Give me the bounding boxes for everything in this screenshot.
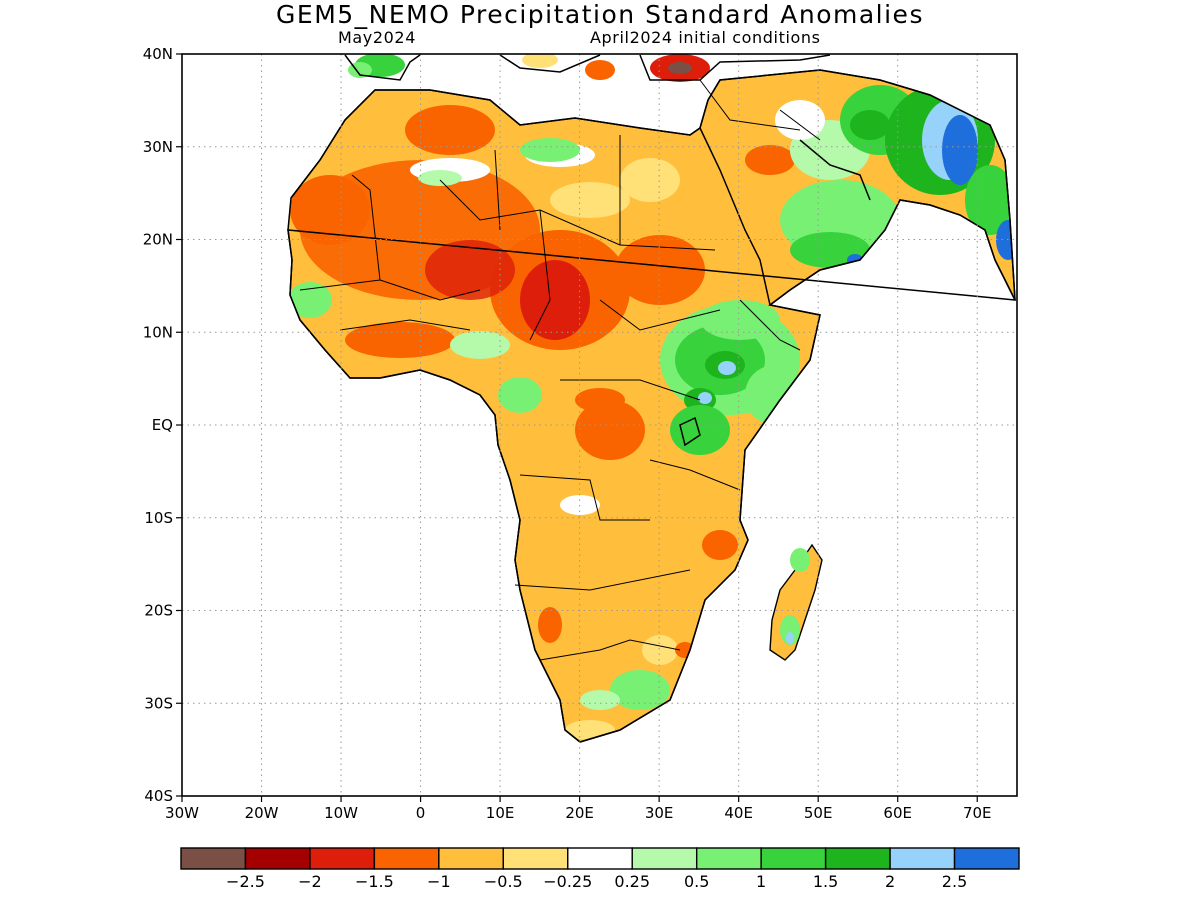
chart-title: GEM5_NEMO Precipitation Standard Anomali…	[276, 0, 924, 29]
lat-tick-label: 20N	[143, 231, 173, 249]
colorbar-label: 2	[885, 872, 895, 891]
colorbar-swatch	[760, 847, 827, 870]
colorbar-label: −0.5	[484, 872, 523, 891]
lat-tick-label: 10N	[143, 323, 173, 341]
colorbar-swatch	[631, 847, 698, 870]
colorbar-swatch	[695, 847, 762, 870]
colorbar-label: −1.5	[355, 872, 394, 891]
colorbar-label: 1.5	[813, 872, 838, 891]
coastlines	[287, 54, 1017, 743]
lat-tick-label: EQ	[152, 416, 173, 434]
lon-tick-label: 30E	[645, 804, 674, 822]
lon-tick-label: 60E	[883, 804, 912, 822]
colorbar-swatch	[567, 847, 633, 870]
lon-tick-label: 70E	[963, 804, 992, 822]
colorbar-label: 0.25	[614, 872, 650, 891]
forecast-month-label: May2024	[338, 28, 416, 47]
colorbar: −2.5 −2 −1.5 −1 −0.5 −0.25 0.25 0.5 1 1.5 2 2.5	[180, 847, 1020, 891]
colorbar-label: −2.5	[226, 872, 265, 891]
colorbar-label: 0.5	[684, 872, 709, 891]
colorbar-swatch	[244, 847, 311, 870]
lon-tick-label: 30W	[165, 804, 199, 822]
latitude-axis: 40N 30N 20N 10N EQ 10S 20S 30S 40S	[143, 45, 182, 805]
country-borders	[299, 79, 821, 661]
colorbar-swatch	[438, 847, 505, 870]
colorbar-label: −0.25	[543, 872, 592, 891]
colorbar-label: −2	[298, 872, 322, 891]
lat-tick-label: 30S	[144, 694, 173, 712]
lon-tick-label: 40E	[724, 804, 753, 822]
initial-conditions-label: April2024 initial conditions	[590, 28, 821, 47]
lon-tick-label: 0	[416, 804, 426, 822]
colorbar-label: 1	[756, 872, 766, 891]
colorbar-swatch	[953, 847, 1020, 870]
lat-tick-label: 40S	[144, 787, 173, 805]
longitude-axis: 30W 20W 10W 0 10E 20E 30E 40E 50E 60E 70E	[165, 796, 992, 822]
lat-tick-label: 40N	[143, 45, 173, 63]
colorbar-swatch	[309, 847, 376, 870]
colorbar-label: 2.5	[942, 872, 967, 891]
colorbar-label: −1	[427, 872, 451, 891]
lon-tick-label: 10E	[486, 804, 515, 822]
colorbar-swatch	[889, 847, 956, 870]
lon-tick-label: 10W	[324, 804, 358, 822]
lat-tick-label: 30N	[143, 138, 173, 156]
lon-tick-label: 20E	[565, 804, 594, 822]
colorbar-swatch	[824, 847, 891, 870]
colorbar-swatch	[502, 847, 569, 870]
colorbar-swatch	[180, 847, 247, 870]
colorbar-swatch	[373, 847, 440, 870]
lat-tick-label: 20S	[144, 602, 173, 620]
lon-tick-label: 20W	[245, 804, 279, 822]
lon-tick-label: 50E	[804, 804, 833, 822]
lat-tick-label: 10S	[144, 509, 173, 527]
